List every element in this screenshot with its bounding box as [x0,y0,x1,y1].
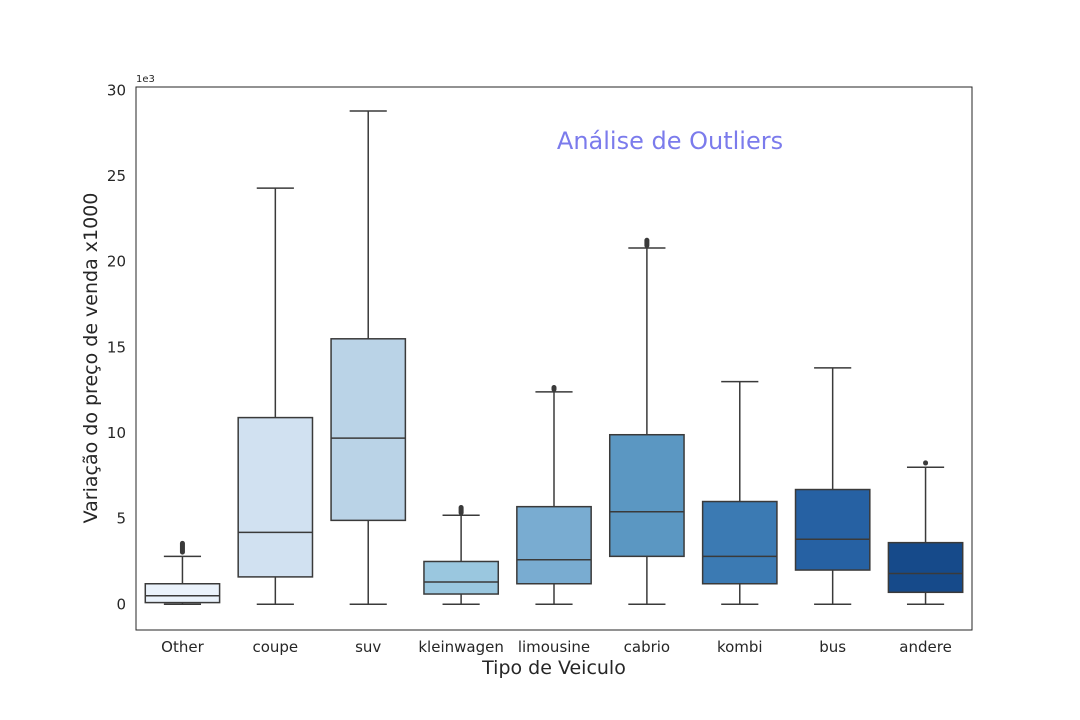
y-tick-label: 5 [116,510,126,528]
box-cabrio [608,237,685,606]
outliers [458,504,464,516]
iqr-box [794,488,871,571]
iqr-box [887,541,964,594]
x-tick-label: Other [161,638,204,656]
y-tick-label: 30 [107,81,126,99]
y-axis-label: Variação do preço de venda x1000 [80,193,102,524]
iqr-box [608,433,685,558]
box-Other [144,540,221,606]
x-axis-label: Tipo de Veiculo [481,657,626,679]
y-tick-label: 15 [107,338,126,356]
box-kleinwagen [423,504,500,606]
x-tick-labels: Other coupe suv kleinwagen limousine cabrio ko… [161,638,952,656]
x-tick-label: kombi [717,638,763,656]
y-tick-label: 20 [107,253,126,271]
x-tick-label: bus [819,638,846,656]
iqr-box [516,505,592,585]
boxes-layer [144,110,964,606]
outliers [179,540,185,555]
iqr-box [144,583,221,604]
box-kombi [701,380,778,606]
box-suv [330,110,407,606]
x-tick-label: limousine [518,638,590,656]
chart-annotation: Análise de Outliers [557,127,783,155]
iqr-box [423,560,500,595]
iqr-box [701,500,778,585]
y-tick-label: 25 [107,167,126,185]
box-coupe [237,187,314,606]
x-tick-label: suv [355,638,381,656]
outliers [551,385,557,392]
x-tick-label: cabrio [624,638,670,656]
x-tick-label: coupe [252,638,298,656]
x-tick-label: kleinwagen [418,638,503,656]
iqr-box [237,416,314,578]
box-andere [887,460,964,606]
y-tick-label: 10 [107,424,126,442]
y-tick-label: 0 [116,595,126,613]
y-tick-labels: 0 5 10 15 20 25 30 [107,81,126,613]
outliers [644,237,650,249]
x-tick-label: andere [899,638,952,656]
iqr-box [330,338,407,522]
y-offset-label: 1e3 [136,74,155,85]
box-limousine [516,385,592,606]
box-bus [794,367,871,606]
outliers [923,460,929,466]
